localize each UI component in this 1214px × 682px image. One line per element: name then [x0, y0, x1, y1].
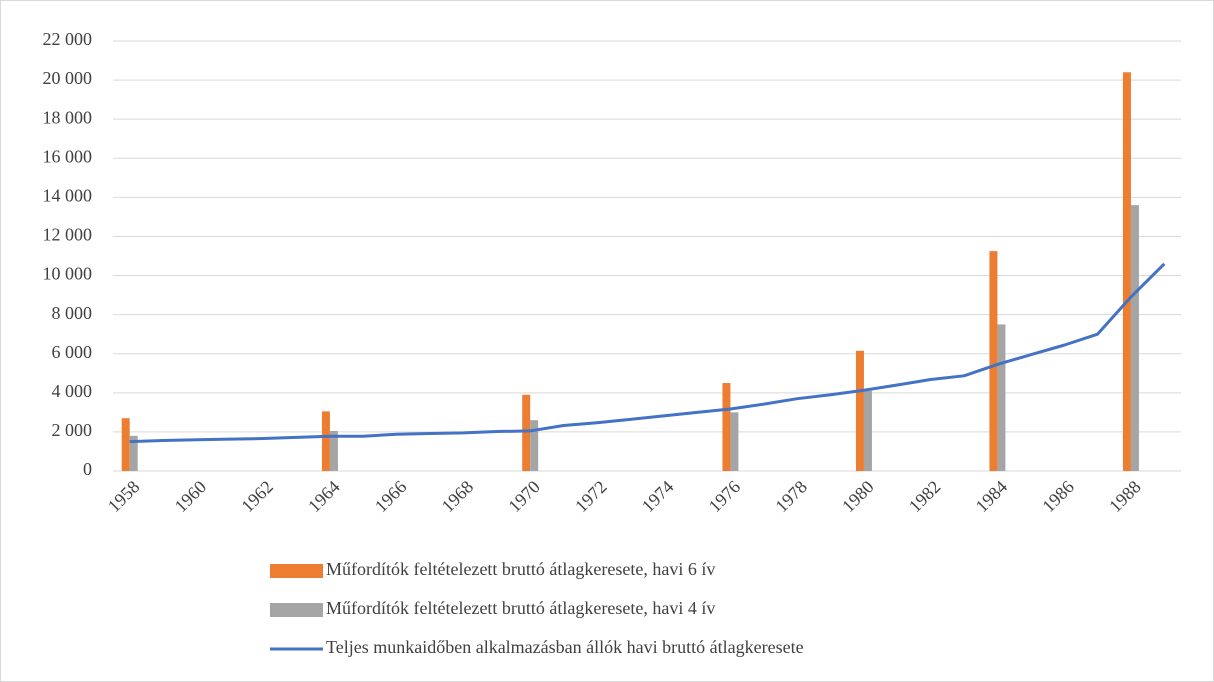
bar [997, 324, 1006, 471]
y-tick-label: 10 000 [43, 264, 93, 284]
legend-swatch [270, 603, 323, 617]
y-tick-label: 2 000 [52, 420, 93, 440]
y-tick-label: 22 000 [43, 29, 93, 49]
bar [1122, 72, 1131, 471]
y-tick-label: 6 000 [52, 342, 93, 362]
bar [329, 430, 338, 471]
bar [321, 411, 330, 471]
legend-label: Teljes munkaidőben alkalmazásban állók h… [326, 637, 804, 657]
bar [129, 435, 138, 471]
y-tick-label: 8 000 [52, 303, 93, 323]
y-tick-label: 12 000 [43, 225, 93, 245]
bar [530, 420, 539, 471]
bar [121, 418, 130, 471]
y-tick-label: 14 000 [43, 185, 93, 205]
legend-label: Műfordítók feltételezett bruttó átlagker… [326, 598, 715, 618]
y-tick-label: 16 000 [43, 146, 93, 166]
bar [722, 383, 731, 471]
bar [989, 251, 998, 471]
legend-label: Műfordítók feltételezett bruttó átlagker… [326, 559, 715, 579]
y-tick-label: 18 000 [43, 107, 93, 127]
bar [730, 412, 739, 471]
bar [1130, 205, 1139, 471]
line [129, 262, 1166, 444]
bar [855, 350, 864, 471]
y-tick-label: 4 000 [52, 381, 93, 401]
y-tick-label: 0 [83, 459, 92, 479]
bar [863, 390, 872, 471]
bar [522, 394, 531, 471]
y-tick-label: 20 000 [43, 68, 93, 88]
legend-swatch [270, 564, 323, 578]
